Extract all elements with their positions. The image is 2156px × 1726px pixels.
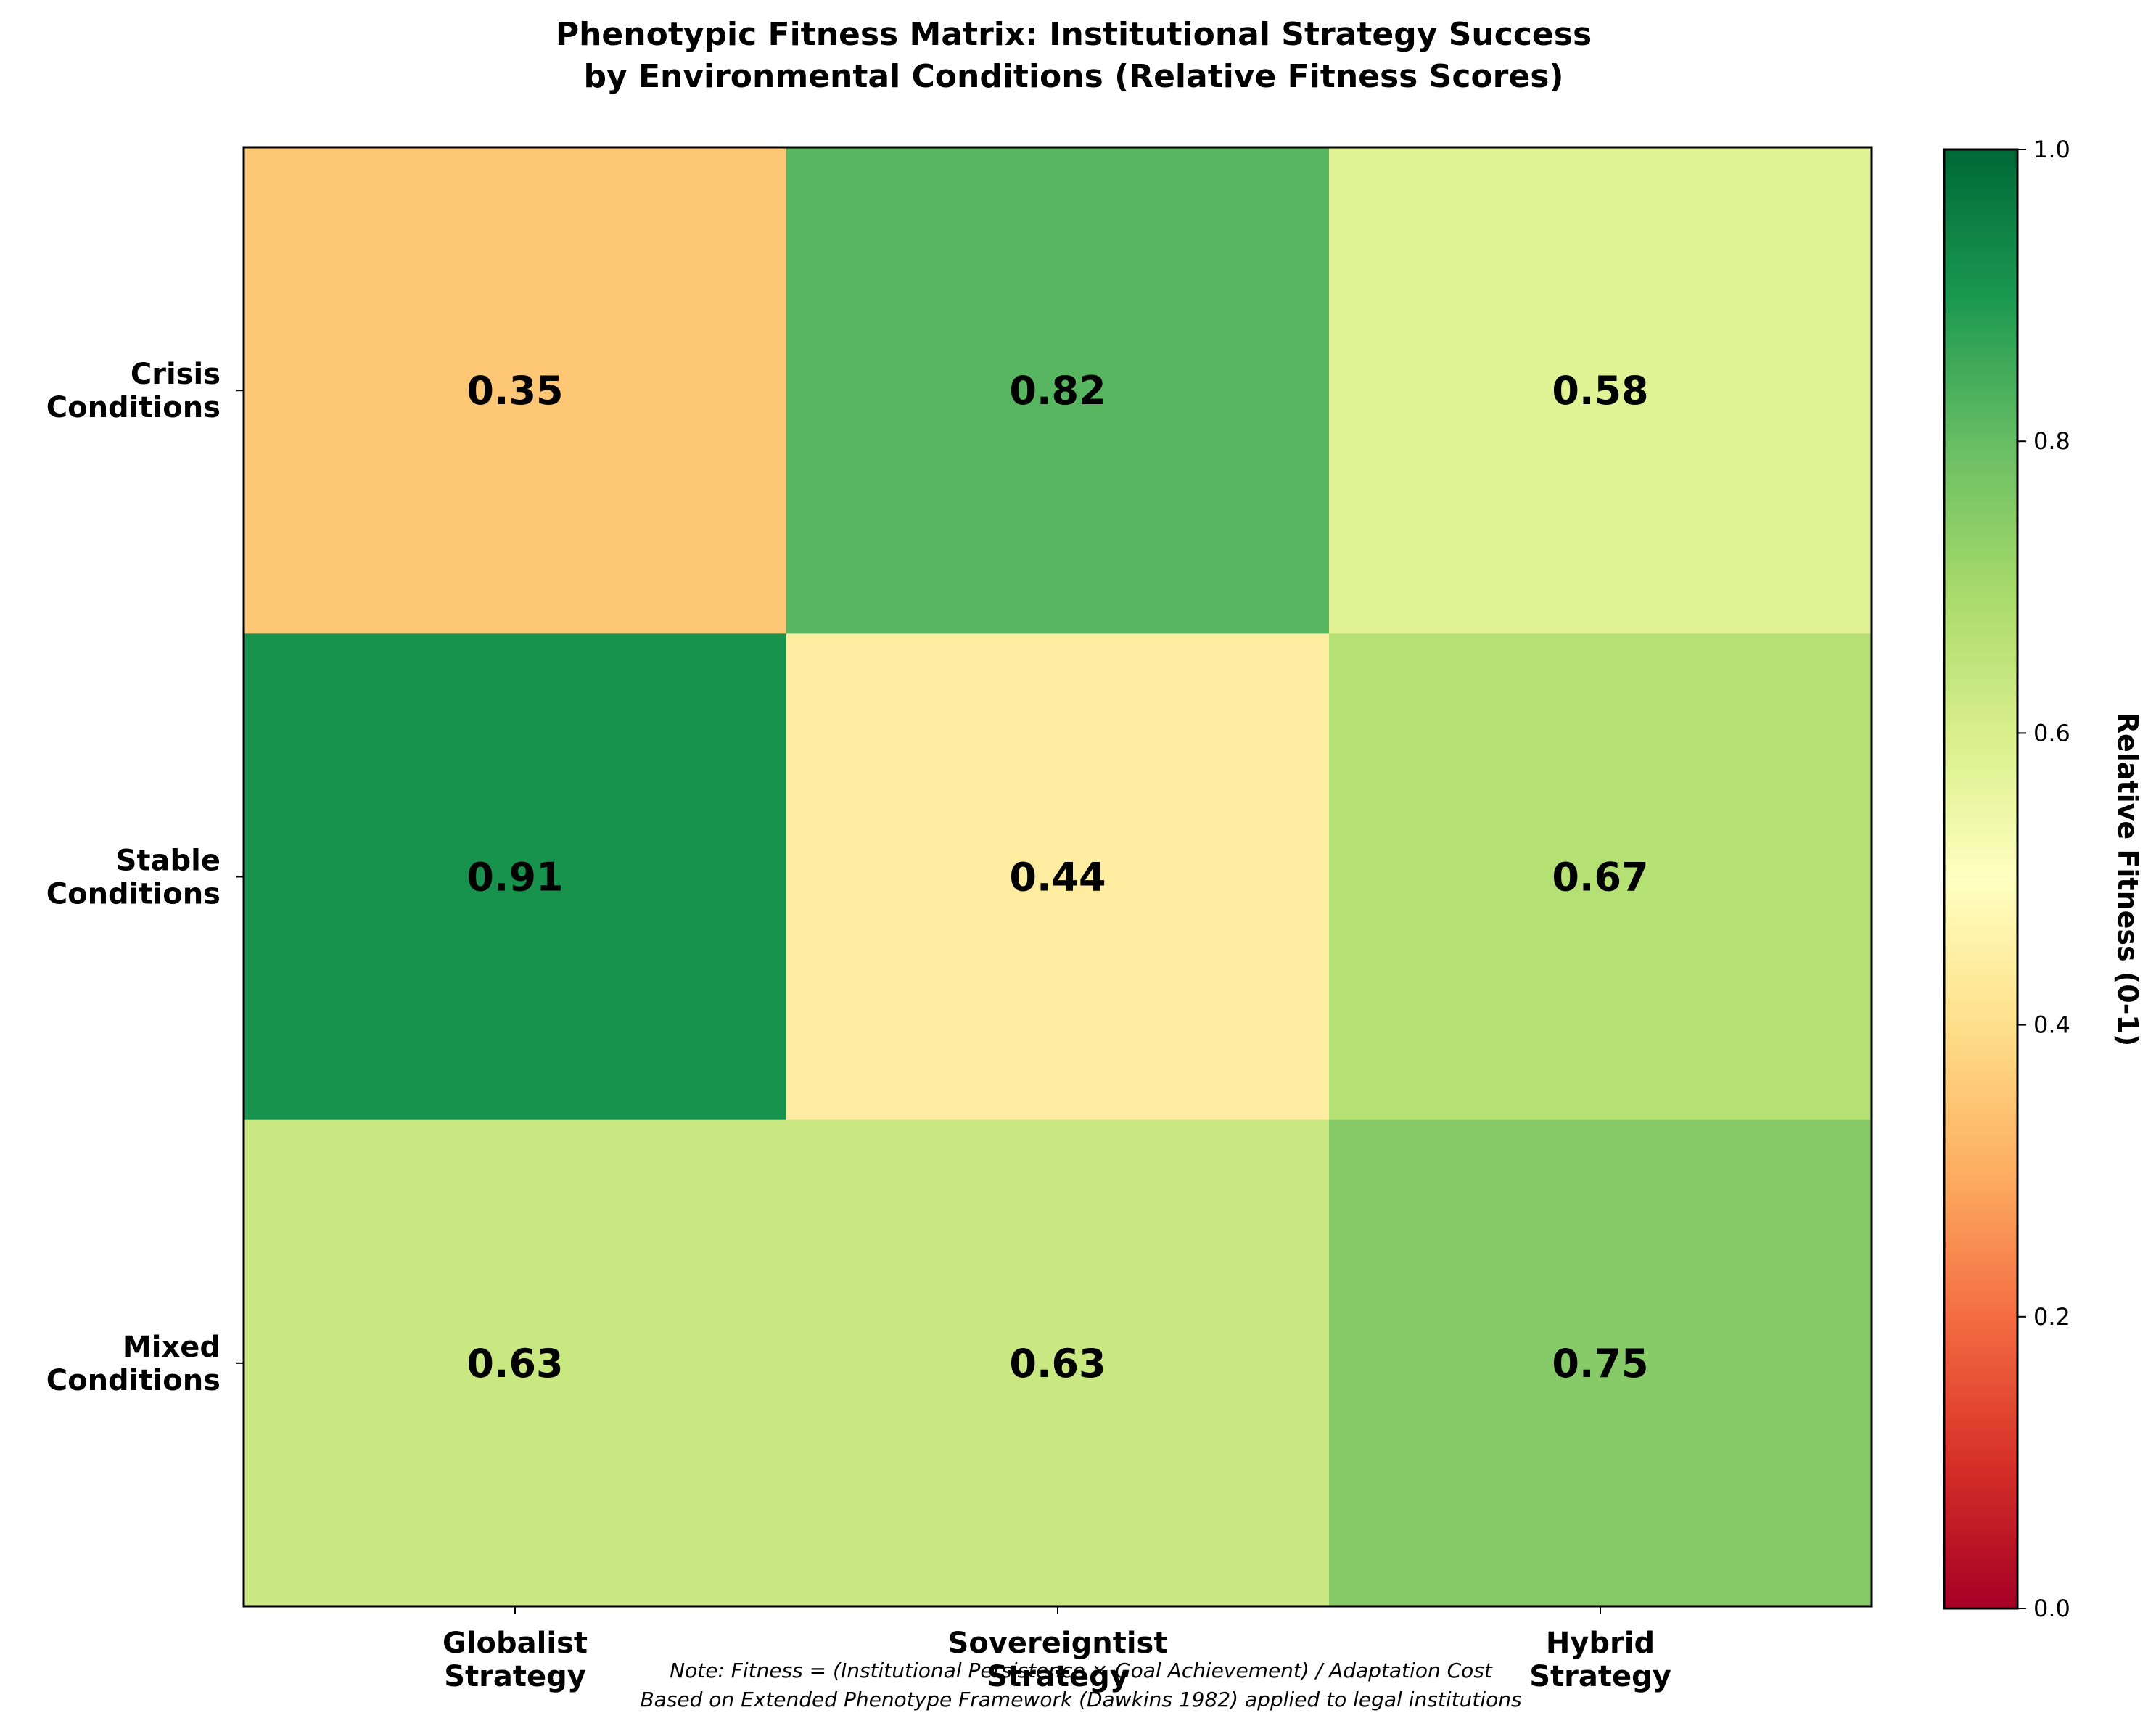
cell-value-label-r1-c2: 0.82 bbox=[1009, 368, 1106, 414]
y-tick-label-crisis: Crisis Conditions bbox=[46, 358, 221, 424]
colorbar-tick-label: 0.6 bbox=[2033, 719, 2070, 747]
x-tick-label-hybrid: Hybrid Strategy bbox=[1529, 1627, 1671, 1693]
chart-title-line-2: by Environmental Conditions (Relative Fi… bbox=[583, 58, 1563, 95]
chart-title-line-1: Phenotypic Fitness Matrix: Institutional… bbox=[556, 16, 1592, 53]
cell-value-label-r2-c2: 0.44 bbox=[1009, 855, 1106, 900]
x-axis-ticks: Globalist Strategy Sovereigntist Strategy Hy… bbox=[443, 1606, 1671, 1693]
heatmap-cells bbox=[244, 147, 1872, 1607]
colorbar-tick-label: 0.4 bbox=[2033, 1011, 2070, 1039]
colorbar-gradient bbox=[1944, 149, 2017, 1608]
y-axis-ticks: Crisis Conditions Stable Conditions Mixed Con… bbox=[46, 358, 244, 1397]
cell-value-label-r3-c3: 0.75 bbox=[1552, 1341, 1648, 1386]
heatmap-cell-r3-c1 bbox=[244, 1119, 787, 1607]
heatmap-cell-r2-c1 bbox=[244, 633, 787, 1121]
colorbar-label: Relative Fitness (0-1) bbox=[2112, 712, 2144, 1047]
colorbar-frame bbox=[1943, 148, 2019, 1610]
colorbar-tick-label: 0.8 bbox=[2033, 427, 2070, 455]
heatmap-cell-r1-c2 bbox=[786, 147, 1330, 634]
cell-value-label-r3-c2: 0.63 bbox=[1009, 1341, 1106, 1386]
cell-value-label-r2-c1: 0.91 bbox=[466, 855, 563, 900]
y-tick-label-mixed: Mixed Conditions bbox=[46, 1331, 221, 1397]
footnote-line-2: Based on Extended Phenotype Framework (D… bbox=[640, 1688, 1521, 1711]
cell-value-label-r2-c3: 0.67 bbox=[1552, 855, 1648, 900]
colorbar-tick-label: 0.2 bbox=[2033, 1303, 2070, 1331]
cell-value-label-r1-c1: 0.35 bbox=[466, 368, 563, 414]
heatmap-cell-r1-c1 bbox=[244, 147, 787, 634]
x-tick-label-globalist: Globalist Strategy bbox=[443, 1627, 588, 1693]
y-tick-label-stable: Stable Conditions bbox=[46, 844, 221, 911]
cell-value-label-r3-c1: 0.63 bbox=[466, 1341, 563, 1386]
heatmap-cell-r3-c3 bbox=[1329, 1119, 1872, 1607]
colorbar-ticks: 0.0 0.2 0.4 0.6 0.8 1.0 bbox=[2017, 136, 2070, 1622]
heatmap-cell-r2-c2 bbox=[786, 633, 1330, 1121]
cell-value-label-r1-c3: 0.58 bbox=[1552, 368, 1648, 414]
colorbar-tick-label: 1.0 bbox=[2033, 136, 2070, 163]
heatmap-value-labels: 0.35 0.82 0.58 0.91 0.44 0.67 0.63 0.63 0.75 bbox=[466, 368, 1648, 1386]
colorbar-tick-label: 0.0 bbox=[2033, 1595, 2070, 1622]
x-tick-label-sovereigntist: Sovereigntist Strategy bbox=[948, 1627, 1168, 1693]
heatmap-cell-r1-c3 bbox=[1329, 147, 1872, 634]
footnote-line-1: Note: Fitness = (Institutional Persisten… bbox=[670, 1659, 1493, 1682]
heatmap-cell-r2-c3 bbox=[1329, 633, 1872, 1121]
heatmap-cell-r3-c2 bbox=[786, 1119, 1330, 1607]
